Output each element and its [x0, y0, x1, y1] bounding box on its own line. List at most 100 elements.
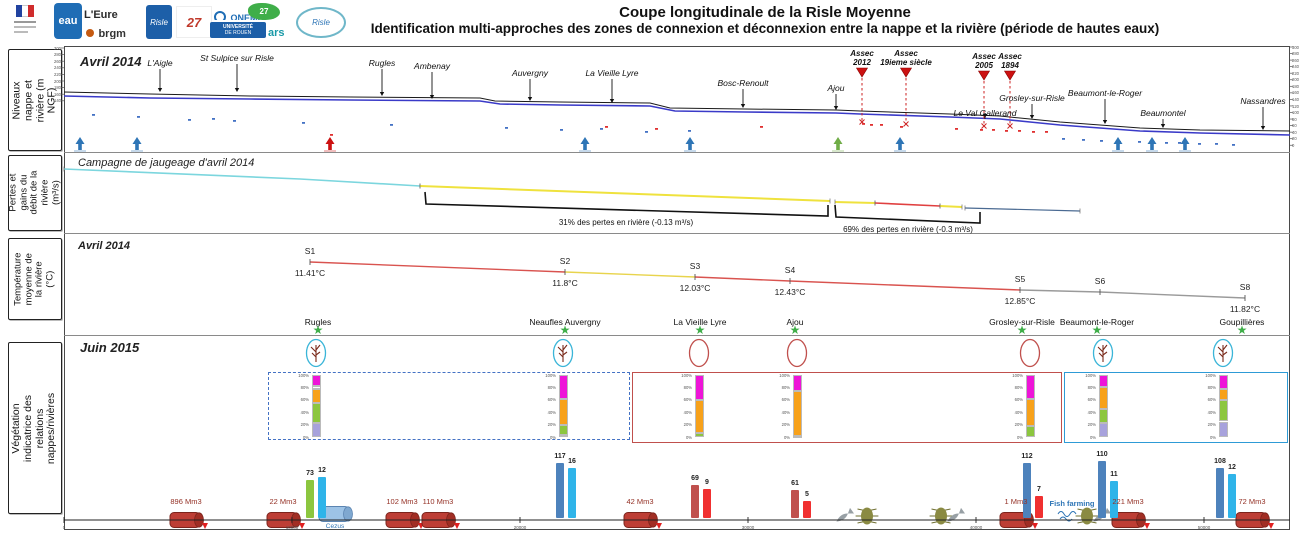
- volume-arrow-icon: [1268, 523, 1274, 529]
- y-axis-left-tick-label: 140: [54, 98, 61, 104]
- assec-triangle-icon: [1003, 70, 1017, 81]
- y-axis-right-tick-label: 40: [1292, 129, 1297, 135]
- flow-arrow-caption-line: [894, 150, 906, 152]
- connection-zone-rect: [268, 372, 630, 440]
- count-bar: [568, 468, 576, 518]
- stack-pct-label: 0%: [685, 434, 692, 440]
- panel-separator-2: [64, 233, 1290, 234]
- station-arrow-head: [740, 104, 746, 108]
- figure-subtitle: Identification multi-approches des zones…: [370, 21, 1160, 36]
- stack-pct-label: 100%: [545, 372, 556, 378]
- assec-triangle-icon: [899, 67, 913, 78]
- gauging-segment: [63, 168, 421, 187]
- logo-text-line: [14, 21, 36, 23]
- count-bar-value: 73: [306, 470, 314, 477]
- stack-pct-label: 60%: [1087, 397, 1096, 403]
- site-name-label: Grosley-sur-Risle: [989, 317, 1055, 327]
- connection-zone-rect: [1064, 372, 1288, 443]
- logo-risle-bleu: Risle: [146, 5, 172, 39]
- logo-text-line: [14, 26, 36, 28]
- assec-label-year: 2012: [853, 58, 871, 67]
- stack-pct-label: 40%: [683, 409, 692, 415]
- station-label: Beaumontel: [1140, 108, 1186, 118]
- assec-x-marker: [981, 123, 987, 129]
- stack-segment-orange: [793, 391, 802, 436]
- temp-station-value: 12.85°C: [1004, 296, 1036, 306]
- temp-station-name: S1: [304, 246, 316, 256]
- piezo-marker-blue: [1165, 142, 1168, 144]
- piezo-marker-blue: [560, 129, 563, 131]
- stack-pct-label: 0%: [783, 434, 790, 440]
- panel-separator-1: [64, 152, 1290, 153]
- piezo-marker-red: [992, 129, 995, 131]
- chart-frame: [64, 46, 1290, 530]
- stack-pct-label: 0%: [1016, 434, 1023, 440]
- count-bar: [691, 485, 699, 518]
- piezo-marker-blue: [505, 127, 508, 129]
- stack-pct-label: 80%: [683, 385, 692, 390]
- logo-univ-sub: DE ROUEN: [224, 30, 252, 36]
- piezo-marker-red: [655, 128, 658, 130]
- temp-station-value: 12.03°C: [679, 283, 711, 293]
- assec-label-year: 1894: [1001, 61, 1019, 70]
- site-star-icon: ★: [694, 323, 706, 337]
- site-star-icon: ★: [789, 323, 801, 337]
- gauging-segment: [419, 185, 831, 202]
- stack-pct-label: 100%: [681, 372, 692, 378]
- station-arrow-head: [379, 92, 385, 96]
- logo-brgm: brgm: [86, 24, 134, 39]
- assec-label-year: 19ieme siècle: [880, 58, 932, 67]
- stack-segment-gray: [793, 435, 802, 438]
- figure-title: Coupe longitudinale de la Risle Moyenne: [619, 4, 911, 21]
- assec-label: Assec: [972, 52, 996, 61]
- assec-triangle-icon: [977, 70, 991, 81]
- volume-arrow-icon: [454, 523, 460, 529]
- stack-pct-label: 80%: [1207, 385, 1216, 390]
- piezo-marker-blue: [688, 130, 691, 132]
- vegetation-ellipse-empty: [1019, 338, 1041, 368]
- branch-icon: [1217, 344, 1228, 362]
- gauging-segment: [834, 201, 876, 204]
- station-arrow-head: [234, 88, 240, 92]
- panel3-date: Avril 2014: [78, 240, 130, 252]
- stack-pct-label: 80%: [547, 385, 556, 390]
- temp-station-name: S8: [1239, 282, 1251, 292]
- panel2-label-box: Pertes et gains du débit de la rivière (…: [7, 155, 62, 231]
- y-axis-right-tick-label: 160: [1292, 90, 1299, 96]
- y-axis-left-tick-label: 260: [54, 58, 61, 64]
- x-axis-tick-label: 20000: [513, 525, 527, 530]
- count-bar: [1035, 496, 1043, 518]
- piezo-marker-red: [880, 124, 883, 126]
- temp-station-value: 11.8°C: [552, 278, 578, 288]
- fish-body: [947, 507, 966, 522]
- station-label: Auvergny: [512, 68, 548, 78]
- volume-label: 1 Mm3: [1004, 497, 1028, 506]
- site-star-icon: ★: [312, 323, 324, 337]
- count-bar: [1216, 468, 1224, 518]
- station-arrow-head: [527, 97, 533, 101]
- site-name-label: Rugles: [304, 317, 332, 327]
- site-name-label: Ajou: [786, 317, 804, 327]
- temp-station-value: 11.41°C: [294, 268, 326, 278]
- brgm-dot-icon: [86, 28, 94, 37]
- logo-ministere: [12, 3, 38, 39]
- station-label: Nassandres: [1240, 96, 1286, 106]
- station-arrow-head: [1160, 124, 1166, 128]
- logo-univ-text: UNIVERSITÉ: [222, 24, 253, 30]
- logo-eure-text: L'Eure: [84, 9, 118, 21]
- river-water-level-line: [63, 95, 1291, 136]
- y-axis-right-tick-label: 20: [1292, 136, 1297, 142]
- station-label: La Vieille Lyre: [585, 68, 639, 78]
- assec-label: Assec: [850, 49, 874, 58]
- branch-icon: [310, 344, 321, 362]
- stack-segment-orange: [1026, 398, 1035, 427]
- y-axis-left-tick-label: 240: [54, 65, 61, 71]
- flag-red-stripe: [28, 5, 34, 17]
- stack-pct-label: 20%: [300, 422, 309, 428]
- y-axis-left-tick-label: 280: [54, 52, 61, 58]
- assec-x-marker: [1007, 123, 1013, 129]
- assec-label-year: 2005: [975, 61, 993, 70]
- piezo-marker-red: [1032, 131, 1035, 133]
